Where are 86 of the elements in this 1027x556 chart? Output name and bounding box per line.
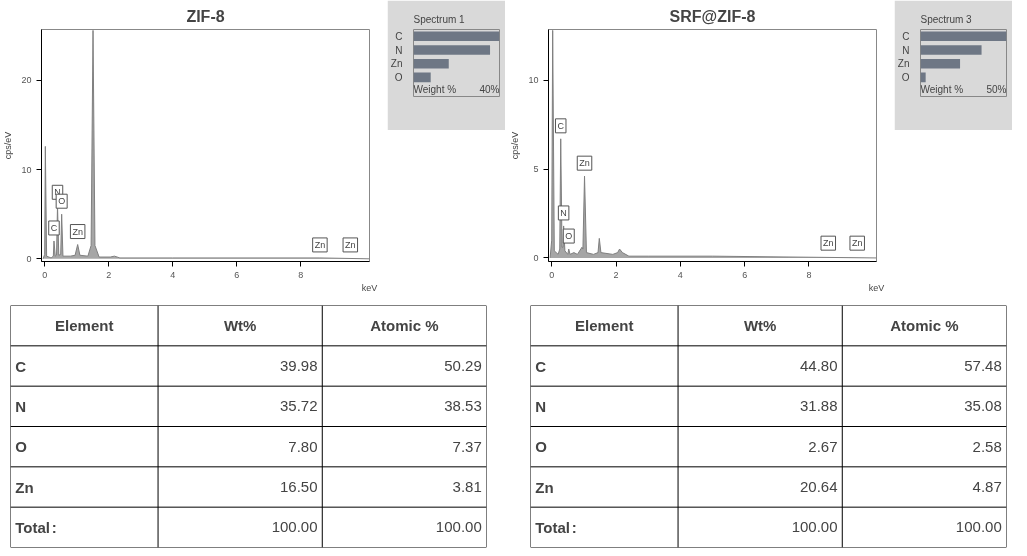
data-label: 7.80 <box>288 437 318 455</box>
annotation: Weight % <box>413 84 457 96</box>
annotation: Zn <box>579 158 590 169</box>
annotation: Zn <box>823 238 834 249</box>
data-label: 2.67 <box>808 437 838 455</box>
data-label: 38.53 <box>444 397 482 415</box>
text: Wt% <box>223 317 257 335</box>
data-label: 35.08 <box>964 397 1002 415</box>
bar <box>413 58 449 69</box>
y-tick-label: 20 <box>21 75 32 86</box>
data-label: 16.50 <box>279 478 318 495</box>
annotation: Zn <box>72 226 83 237</box>
bar <box>920 58 961 69</box>
text: Atomic % <box>890 317 959 335</box>
annotation: Weight % <box>920 84 964 96</box>
annotation: Zn <box>345 239 356 250</box>
annotation: N <box>560 207 567 218</box>
x-tick-label: 6 <box>234 269 240 280</box>
category-label: Total <box>535 518 570 536</box>
data-label: 2.58 <box>972 437 1002 455</box>
text: : <box>571 518 577 536</box>
annotation: N <box>54 187 61 198</box>
data-label: 3.81 <box>452 478 482 495</box>
y-tick-label: O <box>901 71 910 83</box>
text: Element <box>55 317 114 335</box>
x-tick-label: 8 <box>298 269 304 280</box>
bar <box>920 31 1007 42</box>
data-label: 35.72 <box>279 397 318 415</box>
chart-title: Spectrum 1 <box>413 13 466 25</box>
data-label: 50.29 <box>444 357 482 374</box>
data-label: 31.88 <box>799 397 838 415</box>
bar <box>413 72 431 83</box>
text: Element <box>575 317 634 335</box>
data-label: 20.64 <box>799 478 838 495</box>
y-tick-label: 10 <box>528 75 539 86</box>
annotation: C <box>50 222 58 233</box>
y-axis-title: cps/eV <box>3 131 14 160</box>
y-tick-label: C <box>902 30 910 42</box>
x-axis-title: keV <box>361 282 378 293</box>
x-axis-title: keV <box>868 282 885 293</box>
y-tick-label: N <box>395 44 403 56</box>
text: Atomic % <box>370 317 439 335</box>
annotation: Zn <box>851 238 863 249</box>
y-tick-label: 0 <box>533 252 539 263</box>
y-tick-label: Zn <box>897 58 910 70</box>
y-axis-title: cps/eV <box>510 131 521 160</box>
data-label: 100.00 <box>271 518 318 536</box>
bar <box>413 31 500 42</box>
x-tick-label: 4 <box>170 269 176 280</box>
bar <box>413 45 491 55</box>
chart-title: ZIF-8 <box>186 7 225 25</box>
y-tick-label: 10 <box>21 164 32 175</box>
x-tick-label: 2 <box>613 269 619 280</box>
bar <box>920 45 982 55</box>
data-label: 100.00 <box>955 518 1002 536</box>
data-label: 100.00 <box>435 518 482 536</box>
annotation: 50% <box>986 84 1007 96</box>
annotation: 40% <box>479 84 500 96</box>
x-tick-label: 0 <box>42 269 48 280</box>
y-tick-label: N <box>902 44 910 56</box>
data-label: 7.37 <box>452 437 482 455</box>
annotation: C <box>557 120 565 131</box>
annotation: O <box>565 231 573 242</box>
x-tick-label: 8 <box>806 269 812 280</box>
x-tick-label: 6 <box>742 269 748 280</box>
data-label: 100.00 <box>791 518 838 536</box>
data-label: 57.48 <box>964 357 1002 374</box>
data-label: 4.87 <box>972 478 1002 495</box>
bar <box>920 72 926 83</box>
y-tick-label: C <box>395 30 403 42</box>
chart-title: Spectrum 3 <box>920 13 973 25</box>
category-label: Total <box>15 518 50 536</box>
chart-title: SRF@ZIF-8 <box>669 7 756 25</box>
y-tick-label: 5 <box>533 164 539 175</box>
text: : <box>51 518 57 536</box>
y-tick-label: Zn <box>390 58 403 70</box>
x-tick-label: 0 <box>549 269 555 280</box>
x-tick-label: 2 <box>106 269 112 280</box>
text: Wt% <box>743 317 777 335</box>
annotation: O <box>58 196 66 207</box>
y-tick-label: O <box>394 71 403 83</box>
y-tick-label: 0 <box>26 253 32 264</box>
data-label: 39.98 <box>279 357 318 374</box>
data-label: 44.80 <box>799 357 838 374</box>
x-tick-label: 4 <box>677 269 683 280</box>
annotation: Zn <box>314 239 326 250</box>
